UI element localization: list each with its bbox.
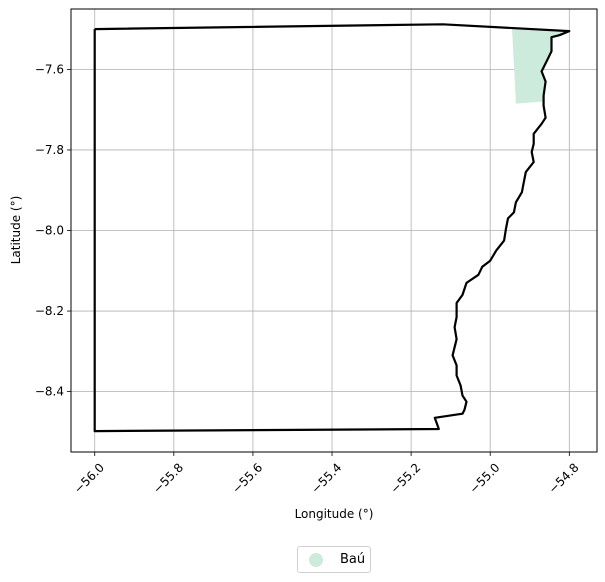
x-tick-label: −55.8 bbox=[150, 460, 186, 496]
x-tick-label: −55.2 bbox=[388, 460, 424, 496]
y-tick-label: −7.8 bbox=[35, 143, 64, 157]
y-tick-label: −8.2 bbox=[35, 304, 64, 318]
municipality-boundary bbox=[93, 23, 571, 433]
x-axis-label: Longitude (°) bbox=[295, 507, 374, 521]
boundary-layer bbox=[93, 23, 571, 433]
x-tick-label: −55.0 bbox=[467, 460, 503, 496]
legend-marker bbox=[309, 553, 323, 567]
y-tick-label: −8.4 bbox=[35, 385, 64, 399]
x-ticks: −56.0 −55.8 −55.6 −55.4 −55.2 −55.0 −54.8 bbox=[71, 452, 582, 496]
grid-lines bbox=[71, 9, 597, 452]
region-layer bbox=[512, 28, 570, 106]
x-tick-label: −55.4 bbox=[308, 460, 344, 496]
x-tick-label: −54.8 bbox=[546, 460, 582, 496]
x-tick-label: −55.6 bbox=[229, 460, 265, 496]
y-axis-label: Latitude (°) bbox=[9, 196, 23, 265]
y-ticks: −7.6 −7.8 −8.0 −8.2 −8.4 bbox=[35, 62, 71, 399]
region-bau bbox=[512, 28, 570, 106]
legend-label: Baú bbox=[340, 552, 366, 567]
y-tick-label: −7.6 bbox=[35, 62, 64, 76]
x-tick-label: −56.0 bbox=[71, 460, 107, 496]
legend: Baú bbox=[297, 546, 371, 573]
y-tick-label: −8.0 bbox=[35, 224, 64, 238]
